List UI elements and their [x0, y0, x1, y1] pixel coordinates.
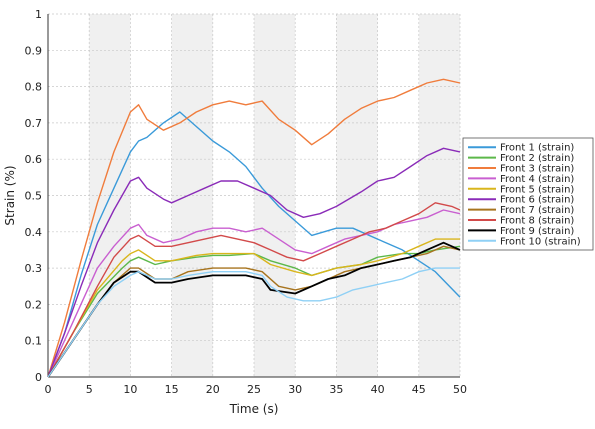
series-line-front-2: [47, 245, 461, 378]
series-line-front-10: [47, 267, 460, 378]
legend-label: Front 1 (strain): [500, 143, 574, 154]
x-tick-label: 25: [247, 383, 261, 396]
x-tick-label: 15: [165, 383, 179, 396]
y-tick-label: 0.3: [25, 262, 43, 275]
legend: Front 1 (strain)Front 2 (strain)Front 3 …: [462, 137, 594, 251]
x-tick-label: 40: [371, 383, 385, 396]
legend-label: Front 7 (strain): [500, 205, 574, 216]
y-tick-label: 0.1: [25, 335, 43, 348]
axes: [47, 14, 460, 378]
series-line-front-6: [47, 147, 461, 378]
y-tick-label: 0.5: [25, 190, 43, 203]
legend-items: Front 1 (strain)Front 2 (strain)Front 3 …: [468, 143, 581, 247]
legend-label: Front 4 (strain): [500, 174, 574, 185]
series-line-front-5: [47, 238, 460, 378]
x-tick-labels: 0 5 10 15 20 25 30 35 40 45 50: [45, 383, 468, 396]
x-axis-title: Time (s): [229, 402, 279, 416]
x-tick-label: 20: [206, 383, 220, 396]
legend-label: Front 8 (strain): [500, 216, 574, 227]
y-tick-label: 0.4: [25, 226, 43, 239]
x-tick-label: 5: [86, 383, 93, 396]
y-tick-label: 0.7: [25, 117, 43, 130]
y-tick-label: 1: [35, 8, 42, 21]
series-line-front-3: [47, 78, 461, 378]
y-tick-label: 0.8: [25, 81, 43, 94]
y-tick-labels: 0 0.1 0.2 0.3 0.4 0.5 0.6 0.7 0.8 0.9 1: [25, 8, 43, 384]
x-tick-label: 45: [412, 383, 426, 396]
y-tick-label: 0: [35, 371, 42, 384]
x-tick-label: 10: [123, 383, 137, 396]
legend-label: Front 10 (strain): [500, 236, 581, 247]
legend-label: Front 9 (strain): [500, 226, 574, 237]
legend-label: Front 3 (strain): [500, 164, 574, 175]
x-tick-label: 30: [288, 383, 302, 396]
y-tick-label: 0.9: [25, 44, 43, 57]
y-tick-label: 0.2: [25, 298, 43, 311]
legend-label: Front 2 (strain): [500, 153, 574, 164]
series-line-front-8: [47, 202, 461, 378]
legend-label: Front 6 (strain): [500, 195, 574, 206]
x-tick-label: 0: [45, 383, 52, 396]
x-tick-label: 35: [329, 383, 343, 396]
y-axis-title: Strain (%): [3, 165, 17, 225]
y-tick-label: 0.6: [25, 153, 43, 166]
x-tick-label: 50: [453, 383, 467, 396]
legend-label: Front 5 (strain): [500, 184, 574, 195]
series-lines: [47, 78, 461, 378]
series-line-front-9: [47, 241, 461, 378]
series-line-front-1: [47, 111, 461, 378]
